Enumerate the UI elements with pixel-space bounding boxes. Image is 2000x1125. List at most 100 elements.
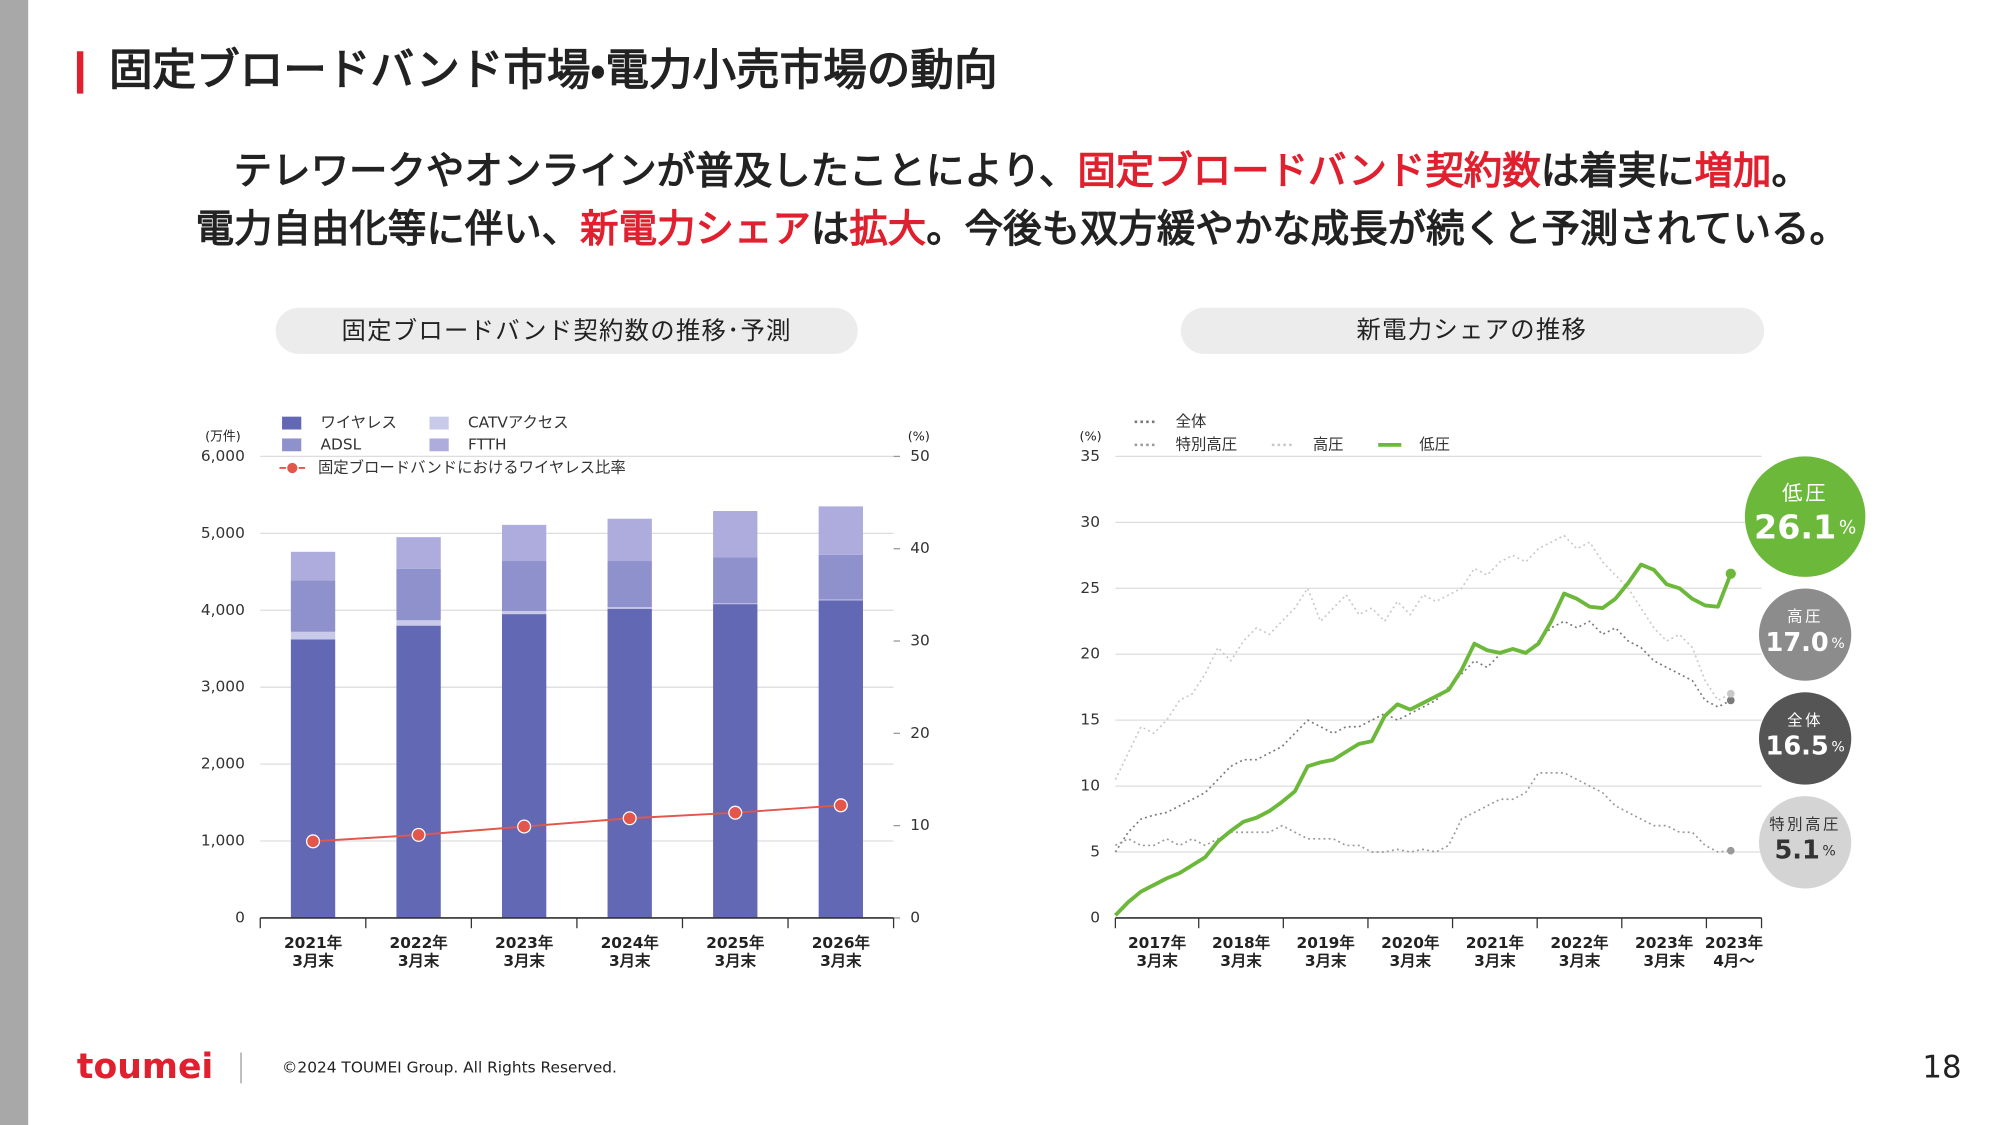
- x-tick-label: 2023年: [1705, 933, 1763, 952]
- bar-segment: [396, 568, 441, 621]
- bar-segment: [818, 554, 863, 600]
- x-tick-label: 3月末: [1643, 951, 1685, 970]
- headline: テレワークやオンラインが普及したことにより、固定ブロードバンド契約数は着実に増加…: [234, 149, 1810, 194]
- y-tick-label: 3,000: [201, 678, 245, 696]
- chart-title-pill: [275, 307, 858, 354]
- bar-segment: [713, 604, 758, 918]
- end-point: [1725, 568, 1736, 579]
- badge: [1758, 796, 1852, 889]
- y-tick-label: 25: [1080, 579, 1100, 597]
- x-tick-label: 2022年: [1550, 933, 1608, 952]
- bar-segment: [290, 580, 336, 632]
- legend-symbol: [282, 438, 302, 452]
- legend-symbol: [429, 438, 449, 452]
- badge-number: 16.5: [1766, 732, 1829, 762]
- y2-axis-unit: (%): [908, 430, 930, 445]
- bar-segment: [396, 620, 441, 626]
- bar-segment: [396, 625, 441, 918]
- x-tick-label: 3月末: [1474, 951, 1516, 970]
- badge-unit: %: [1831, 636, 1844, 652]
- bar-segment: [818, 600, 863, 918]
- badge-value: 17.0%: [1766, 628, 1845, 658]
- badge-value: 5.1%: [1774, 836, 1835, 866]
- headline: 電力自由化等に伴い、新電力シェアは拡大。今後も双方緩やかな成長が続くと予測されて…: [196, 206, 1848, 251]
- x-tick-label: 2019年: [1297, 933, 1355, 952]
- headline-emphasis: 新電力シェア: [580, 206, 811, 251]
- y-tick-label: 1,000: [201, 832, 245, 850]
- headline-emphasis: 固定ブロードバンド契約数: [1077, 149, 1541, 194]
- x-tick-label: 3月末: [398, 951, 440, 970]
- y-tick-label: 2,000: [201, 755, 245, 773]
- x-tick-label: 2018年: [1212, 933, 1270, 952]
- ratio-point: [517, 819, 532, 834]
- ratio-point: [833, 798, 848, 813]
- legend-label: ADSL: [321, 435, 362, 453]
- bar-segment: [818, 599, 863, 601]
- x-tick-label: 3月末: [1305, 951, 1347, 970]
- bar-segment: [713, 603, 758, 605]
- y2-tick-label: 0: [910, 908, 920, 926]
- y-tick-label: 5: [1090, 843, 1100, 861]
- logo: toumei: [77, 1047, 213, 1087]
- bar-segment: [607, 561, 652, 608]
- headline-text: は着実に: [1541, 149, 1695, 194]
- chart-title: 新電力シェアの推移: [1356, 315, 1587, 344]
- ratio-point: [411, 827, 426, 842]
- bar-segment: [607, 608, 652, 918]
- legend-label: ワイヤレス: [321, 414, 397, 432]
- bar-segment: [501, 524, 547, 562]
- badge-label: 全体: [1787, 711, 1823, 729]
- x-tick-label: 3月末: [1390, 951, 1432, 970]
- y2-tick-label: 20: [910, 724, 930, 742]
- legend-label: 固定ブロードバンドにおけるワイヤレス比率: [318, 457, 626, 476]
- bar-segment: [501, 561, 547, 612]
- chart-title-pill: [1180, 307, 1765, 354]
- ratio-point: [622, 811, 637, 826]
- bar-segment: [607, 607, 652, 609]
- headline-text: テレワークやオンラインが普及したことにより、: [234, 149, 1078, 194]
- title-accent: [76, 51, 84, 94]
- chart-title: 固定ブロードバンド契約数の推移･予測: [342, 316, 792, 345]
- badge-number: 5.1: [1774, 836, 1819, 866]
- headline-text: 。: [1771, 149, 1809, 194]
- y-tick-label: 15: [1080, 711, 1100, 729]
- bar-segment: [290, 551, 336, 581]
- legend-label: CATVアクセス: [468, 414, 569, 432]
- badge-value: 16.5%: [1766, 732, 1845, 762]
- badge: [1758, 692, 1852, 785]
- x-tick-label: 3月末: [1559, 951, 1601, 970]
- badge-unit: %: [1831, 740, 1844, 756]
- badge-value: 26.1%: [1754, 507, 1856, 546]
- share-line: [1114, 562, 1733, 917]
- y-tick-label: 0: [235, 908, 245, 926]
- legend-symbol: [285, 461, 299, 475]
- bar-segment: [607, 518, 652, 562]
- x-tick-label: 3月末: [1136, 951, 1178, 970]
- x-tick-label: 2022年: [390, 933, 448, 952]
- x-tick-label: 2021年: [284, 933, 342, 952]
- bar-segment: [396, 537, 441, 569]
- end-point: [1726, 696, 1735, 705]
- end-point: [1726, 846, 1735, 855]
- y-tick-label: 6,000: [201, 447, 245, 465]
- bar-segment: [713, 511, 758, 558]
- x-tick-label: 2020年: [1381, 933, 1439, 952]
- bar-segment: [501, 614, 547, 918]
- bar-segment: [290, 631, 336, 640]
- copyright: ©2024 TOUMEI Group. All Rights Reserved.: [282, 1058, 617, 1076]
- side-strip: [0, 0, 29, 1125]
- legend-label: 特別高圧: [1176, 435, 1238, 453]
- badge-unit: %: [1839, 518, 1856, 539]
- headline-text: 。今後も双方緩やかな成長が続くと予測されている。: [926, 206, 1848, 251]
- share-line: [1114, 620, 1732, 853]
- y2-tick-label: 50: [910, 447, 930, 465]
- x-tick-label: 3月末: [609, 951, 651, 970]
- badge-label: 高圧: [1787, 608, 1823, 626]
- x-tick-label: 2025年: [706, 933, 764, 952]
- badge-label: 特別高圧: [1769, 815, 1841, 833]
- x-tick-label: 2021年: [1466, 933, 1524, 952]
- x-tick-label: 3月末: [1220, 951, 1262, 970]
- badge-unit: %: [1822, 844, 1835, 860]
